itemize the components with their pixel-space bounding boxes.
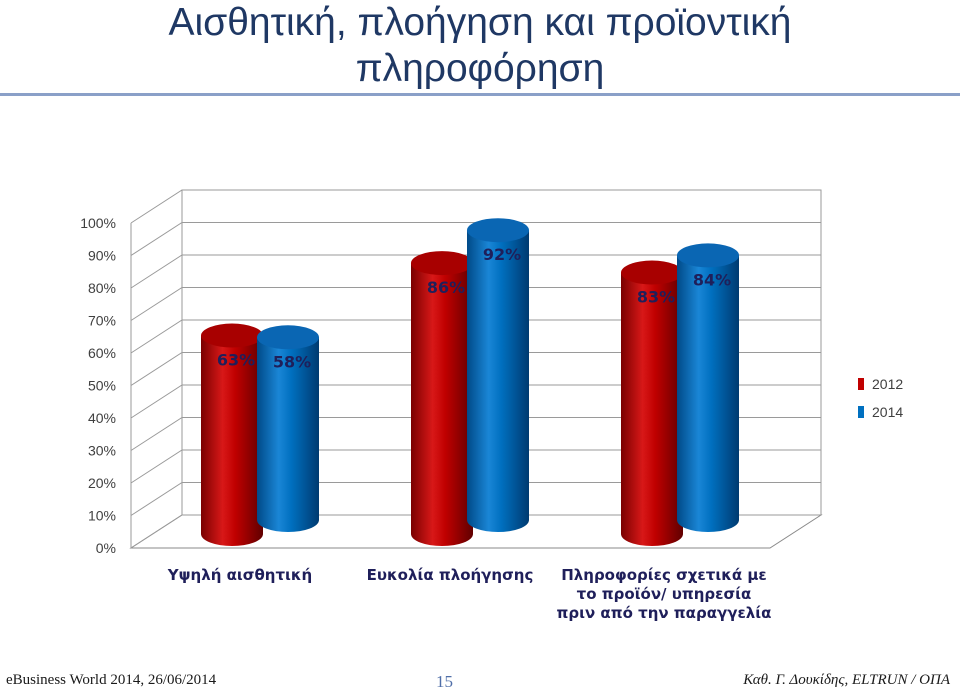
y-tick-label: 10% <box>88 508 116 524</box>
legend-label-2014: 2014 <box>872 404 904 420</box>
footer-event: eBusiness World 2014, 26/06/2014 <box>6 672 217 688</box>
x-category-label: Ευκολία πλοήγησης <box>367 566 534 584</box>
bar-2014-2 <box>677 255 739 532</box>
y-tick-label: 70% <box>88 313 116 329</box>
legend-item-2012: 2012 <box>858 376 903 392</box>
legend-swatch-2012 <box>858 378 864 390</box>
bar-top-2012-1 <box>411 251 473 276</box>
gridline <box>130 319 821 354</box>
data-label-2014-2: 84% <box>693 270 731 289</box>
gridline <box>130 482 821 516</box>
y-tick-label: 0% <box>96 540 116 556</box>
x-category-label: πριν από την παραγγελία <box>557 604 772 622</box>
footer-author: Καθ. Γ. Δουκίδης, ELTRUN / ΟΠΑ <box>743 672 950 688</box>
y-tick-label: 90% <box>88 248 116 264</box>
bar-2014-0 <box>257 337 319 532</box>
bar-2014-1 <box>467 230 529 532</box>
bar-top-2012-0 <box>201 323 263 348</box>
bar-2012-2 <box>621 272 683 546</box>
data-label-2014-1: 92% <box>483 245 521 264</box>
gridline <box>130 254 821 289</box>
title-divider <box>0 93 960 96</box>
x-category-label: Υψηλή αισθητική <box>167 566 312 584</box>
slide-title: Αισθητική, πλοήγηση και προϊοντική πληρο… <box>0 0 960 92</box>
bar-top-2014-0 <box>257 325 319 350</box>
slide-title-line-1: Αισθητική, πλοήγηση και προϊοντική <box>168 1 792 44</box>
gridline <box>130 384 821 419</box>
data-label-2012-0: 63% <box>217 351 255 370</box>
bar-2012-1 <box>411 263 473 546</box>
y-tick-label: 60% <box>88 345 116 361</box>
bar-top-2014-2 <box>677 243 739 268</box>
y-tick-label: 100% <box>80 215 116 231</box>
legend-item-2014: 2014 <box>858 404 903 420</box>
page-number: 15 <box>436 672 453 691</box>
slide-title-line-2: πληροφόρηση <box>355 47 605 90</box>
legend-swatch-2014 <box>858 406 864 418</box>
gridline <box>130 189 821 224</box>
data-label-2014-0: 58% <box>273 352 311 371</box>
gridline <box>130 417 821 451</box>
gridline <box>130 449 821 484</box>
bar-top-2012-2 <box>621 260 683 285</box>
y-tick-label: 20% <box>88 475 116 491</box>
y-tick-label: 40% <box>88 410 116 426</box>
legend-label-2012: 2012 <box>872 376 904 392</box>
data-label-2012-1: 86% <box>427 278 465 297</box>
x-category-label: το προϊόν/ υπηρεσία <box>577 585 752 603</box>
gridline <box>130 222 821 256</box>
data-label-2012-2: 83% <box>637 288 675 307</box>
bar-top-2014-1 <box>467 218 529 243</box>
y-tick-label: 80% <box>88 280 116 296</box>
gridline <box>130 352 821 386</box>
y-tick-label: 50% <box>88 378 116 394</box>
bar-2012-0 <box>201 335 263 546</box>
y-tick-label: 30% <box>88 443 116 459</box>
gridline <box>130 287 821 321</box>
x-category-label: Πληροφορίες σχετικά με <box>561 566 767 584</box>
gridline <box>130 514 821 549</box>
